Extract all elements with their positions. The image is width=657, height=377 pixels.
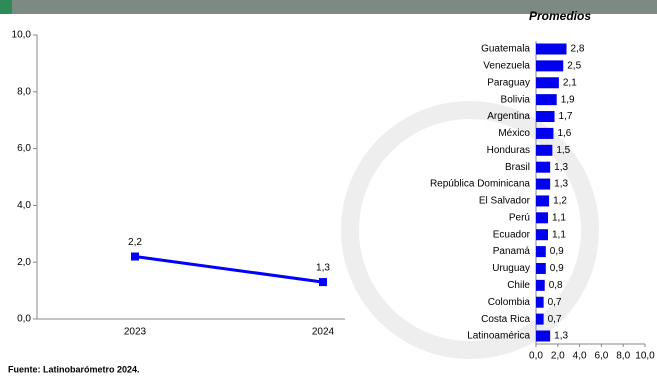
x-tick-label: 8,0 [616,351,630,362]
top-bar-icon [0,0,12,14]
bar [536,279,545,291]
category-label: México [498,128,530,139]
category-label: Guatemala [481,44,530,55]
x-tick-label: 2023 [124,327,147,338]
value-label: 0,9 [550,263,564,274]
bar [536,330,551,342]
y-tick-label: 6,0 [17,143,31,154]
value-label: 0,9 [550,246,564,257]
bar [536,262,546,274]
category-label: Paraguay [487,77,530,88]
bar [536,77,559,89]
x-tick-label: 2024 [312,327,335,338]
category-label: República Dominicana [430,179,530,190]
x-tick-label: 6,0 [594,351,608,362]
bar [536,111,555,123]
bar [536,144,553,156]
bar [536,212,548,224]
value-label: 2,2 [128,237,142,248]
category-label: Honduras [487,145,530,156]
bar [536,313,544,325]
value-label: 1,2 [553,196,567,207]
value-label: 1,1 [552,229,566,240]
x-tick-label: 10,0 [635,351,655,362]
category-label: El Salvador [479,196,531,207]
bar [536,127,554,139]
value-label: 1,7 [559,111,573,122]
value-label: 0,8 [549,280,563,291]
bar [536,296,544,308]
bar [536,60,564,72]
value-label: 1,3 [316,263,330,274]
line [134,255,324,284]
value-label: 1,6 [557,128,571,139]
category-label: Argentina [487,111,530,122]
bar-title: Promedios [529,9,591,23]
value-label: 1,3 [554,331,568,342]
y-tick-label: 4,0 [17,200,31,211]
point [131,252,139,261]
value-label: 2,8 [571,44,585,55]
category-label: Panamá [493,246,531,257]
bar [536,161,551,173]
top-bar [0,0,657,14]
category-label: Latinoamérica [467,331,530,342]
category-label: Perú [509,212,530,223]
category-label: Venezuela [483,61,530,72]
value-label: 2,1 [563,77,577,88]
x-tick-label: 0,0 [529,351,543,362]
y-tick-label: 2,0 [17,257,31,268]
value-label: 1,9 [561,94,575,105]
bar [536,94,557,106]
x-tick-label: 4,0 [573,351,587,362]
bar [536,246,546,258]
y-tick-label: 0,0 [17,314,31,325]
bar [536,229,548,241]
watermark [341,101,599,359]
value-label: 2,5 [567,61,581,72]
value-label: 0,7 [548,314,562,325]
category-label: Ecuador [493,229,531,240]
bar [536,195,550,207]
category-label: Costa Rica [481,314,530,325]
value-label: 1,1 [552,212,566,223]
category-label: Brasil [505,162,530,173]
y-tick-label: 8,0 [17,86,31,97]
value-label: 1,3 [554,179,568,190]
value-label: 0,7 [548,297,562,308]
category-label: Chile [507,280,530,291]
y-tick-label: 10,0 [12,30,32,41]
bar [536,43,567,55]
source: Fuente: Latinobarómetro 2024. [8,364,140,374]
category-label: Bolivia [501,94,531,105]
value-label: 1,3 [554,162,568,173]
bar [536,178,551,190]
point [319,278,327,287]
category-label: Colombia [488,297,531,308]
value-label: 1,5 [556,145,570,156]
category-label: Uruguay [492,263,530,274]
x-tick-label: 2,0 [551,351,565,362]
